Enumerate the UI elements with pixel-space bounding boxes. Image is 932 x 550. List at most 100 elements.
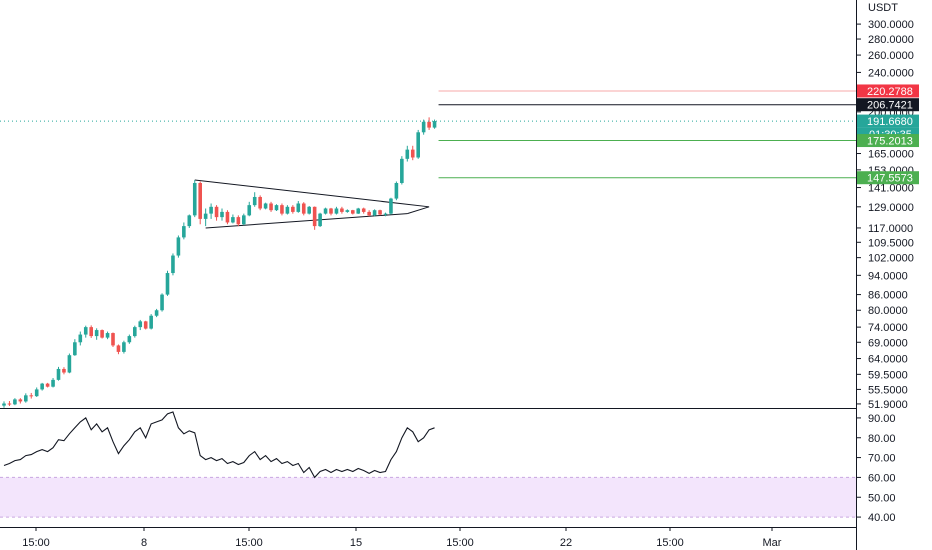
candle <box>182 222 186 240</box>
candle-body <box>198 182 202 219</box>
candle <box>13 398 17 406</box>
price-tag: 175.2013 <box>857 134 919 148</box>
price-tick-label: 141.0000 <box>868 183 914 195</box>
candle-body <box>24 395 28 402</box>
candle-body <box>340 208 344 212</box>
price-axis[interactable]: 300.0000280.0000260.0000240.0000200.0000… <box>856 19 914 411</box>
candle-body <box>192 182 197 216</box>
candle-body <box>62 368 66 373</box>
candle-body <box>73 342 77 356</box>
price-tag-box <box>857 84 919 98</box>
candle-body <box>242 215 246 225</box>
candle <box>40 382 44 391</box>
candle-body <box>45 383 50 387</box>
rsi-line[interactable] <box>3 411 435 479</box>
candle-body <box>116 345 121 352</box>
price-tick-label: 102.0000 <box>868 253 914 265</box>
rsi-tick-label: 70.00 <box>868 453 896 465</box>
candle-body <box>138 321 143 328</box>
candle <box>307 205 311 215</box>
candle-body <box>383 213 388 215</box>
price-tick-label: 300.0000 <box>868 19 914 31</box>
candle-body <box>149 315 153 329</box>
candle <box>323 207 328 215</box>
candle-body <box>301 203 306 214</box>
candle-body <box>105 333 110 338</box>
candle <box>340 206 344 214</box>
candle <box>231 214 235 224</box>
candle <box>252 192 257 207</box>
candle-body <box>236 217 241 225</box>
price-tag-label: 220.2788 <box>867 86 913 98</box>
time-tick-label: 15:00 <box>446 537 474 549</box>
candle <box>143 320 148 330</box>
candle <box>214 205 219 221</box>
candle-body <box>263 203 268 209</box>
candle <box>198 181 202 225</box>
candle-body <box>56 368 61 380</box>
candle <box>138 319 143 331</box>
candle-body <box>67 355 72 373</box>
candle-body <box>416 132 420 158</box>
candle <box>24 393 28 403</box>
candle-body <box>214 206 219 218</box>
triangle-pattern-line[interactable] <box>194 179 430 208</box>
price-tag-label: 206.7421 <box>867 100 913 112</box>
candle-body <box>410 149 415 158</box>
candle-body <box>89 327 93 337</box>
candle <box>410 145 415 161</box>
candle-body <box>127 336 132 343</box>
price-tag-box <box>857 98 919 112</box>
candle-body <box>372 210 377 216</box>
candle <box>122 340 126 354</box>
candle <box>296 201 301 213</box>
candle-body <box>165 273 170 295</box>
candle <box>400 156 404 185</box>
candle-body <box>29 395 34 397</box>
candle <box>291 205 295 214</box>
candle <box>51 378 55 388</box>
candle <box>2 401 6 408</box>
candle <box>361 207 366 214</box>
candle-body <box>285 206 290 214</box>
candle-body <box>78 334 83 343</box>
rsi-tick-label: 50.00 <box>868 492 896 504</box>
time-tick-label: 15 <box>350 537 362 549</box>
candle <box>127 334 132 344</box>
candle <box>56 366 61 381</box>
candle-body <box>203 213 208 219</box>
candle-body <box>133 327 137 337</box>
price-tag: 220.2788 <box>857 84 919 98</box>
candle-body <box>34 389 39 397</box>
candle-body <box>389 198 393 214</box>
rsi-axis[interactable]: 90.00 80.00 70.00 60.00 50.00 40.00 <box>856 413 896 524</box>
triangle-pattern-line[interactable] <box>407 206 430 215</box>
candle <box>345 209 350 213</box>
candle-body <box>100 330 104 338</box>
candle <box>160 293 164 312</box>
time-tick-label: 15:00 <box>235 537 263 549</box>
candle-body <box>94 330 99 337</box>
rsi-tick-label: 90.00 <box>868 413 896 425</box>
price-tick-label: 129.0000 <box>868 202 914 214</box>
candle <box>220 208 224 221</box>
candle <box>203 208 208 227</box>
candle <box>301 202 306 216</box>
candle-body <box>367 211 371 216</box>
candle-body <box>356 208 361 214</box>
candle <box>263 202 268 210</box>
triangle-pattern-line[interactable] <box>205 213 408 229</box>
candle-body <box>176 237 181 256</box>
candle <box>329 207 333 216</box>
time-tick-label: Mar <box>763 537 782 549</box>
price-tick-label: 94.0000 <box>868 270 908 282</box>
candle-body <box>51 379 55 387</box>
price-tag-box <box>857 134 919 148</box>
candle <box>258 195 262 211</box>
time-axis[interactable]: 15:00 8 15:00 15 15:00 22 15:00 Mar <box>22 527 782 549</box>
candle-body <box>307 206 311 214</box>
candle-body <box>187 215 192 227</box>
time-tick-label: 15:00 <box>22 537 50 549</box>
candle <box>111 332 115 348</box>
